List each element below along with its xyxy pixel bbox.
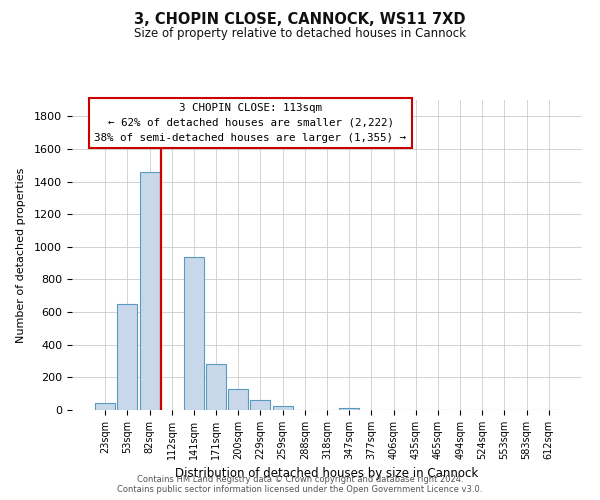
Bar (272, 406, 293, 410)
Text: 3 CHOPIN CLOSE: 113sqm
← 62% of detached houses are smaller (2,222)
38% of semi-: 3 CHOPIN CLOSE: 113sqm ← 62% of detached… (95, 103, 407, 142)
Bar (184, 256, 204, 410)
Y-axis label: Number of detached properties: Number of detached properties (16, 168, 26, 342)
Bar (140, 172, 160, 410)
Bar (228, 389, 248, 410)
Bar (118, 304, 137, 410)
Text: 3, CHOPIN CLOSE, CANNOCK, WS11 7XD: 3, CHOPIN CLOSE, CANNOCK, WS11 7XD (134, 12, 466, 28)
Text: Size of property relative to detached houses in Cannock: Size of property relative to detached ho… (134, 28, 466, 40)
Bar (250, 400, 271, 410)
Bar (339, 408, 359, 410)
Bar (206, 364, 226, 410)
Text: Contains HM Land Registry data © Crown copyright and database right 2024.: Contains HM Land Registry data © Crown c… (137, 475, 463, 484)
X-axis label: Distribution of detached houses by size in Cannock: Distribution of detached houses by size … (175, 468, 479, 480)
Bar (95, 404, 115, 410)
Text: Contains public sector information licensed under the Open Government Licence v3: Contains public sector information licen… (118, 485, 482, 494)
